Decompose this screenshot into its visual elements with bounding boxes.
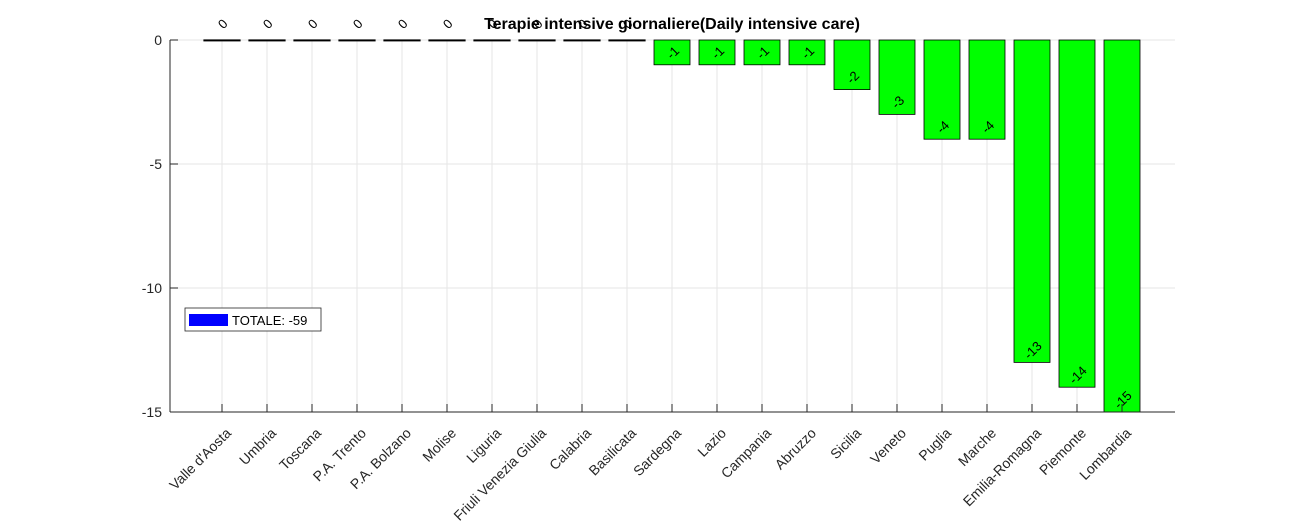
x-tick-label: Veneto xyxy=(867,425,909,467)
x-tick-label: Valle d'Aosta xyxy=(166,425,234,493)
bar-sicilia xyxy=(833,39,871,90)
y-tick-label: -5 xyxy=(150,156,163,172)
bar-marche xyxy=(968,39,1006,140)
bar-abruzzo xyxy=(788,39,826,66)
bar-lazio xyxy=(698,39,736,66)
x-tick-label: Marche xyxy=(955,425,999,469)
x-tick-label: Lazio xyxy=(694,425,729,460)
bar-valle-d-aosta xyxy=(203,39,241,42)
x-tick-label: Liguria xyxy=(463,425,504,466)
bar-sardegna xyxy=(653,39,691,66)
axes: 0 -5 -10 -15 xyxy=(142,32,1175,420)
y-tick-label: -10 xyxy=(142,280,162,296)
x-tick-label: Campania xyxy=(718,425,775,482)
bar-friuli-venezia-giulia xyxy=(518,39,556,42)
data-label: 0 xyxy=(440,16,456,32)
data-label: 0 xyxy=(395,16,411,32)
x-tick-label: Umbria xyxy=(236,425,279,468)
data-label: 0 xyxy=(305,16,321,32)
bar-umbria xyxy=(248,39,286,42)
bar-veneto xyxy=(878,39,916,115)
bar-liguria xyxy=(473,39,511,42)
bar-molise xyxy=(428,39,466,42)
x-tick-label: Sardegna xyxy=(630,425,684,479)
legend-swatch xyxy=(189,314,228,326)
x-tick-label: Puglia xyxy=(915,425,954,464)
grid xyxy=(170,39,1175,413)
bar-puglia xyxy=(923,39,961,140)
bar-campania xyxy=(743,39,781,66)
bar-lombardia xyxy=(1103,39,1141,413)
bar-calabria xyxy=(563,39,601,42)
chart-title: Terapie intensive giornaliere(Daily inte… xyxy=(484,16,860,33)
bar-p-a-bolzano xyxy=(383,39,421,42)
y-tick-label: -15 xyxy=(142,404,162,420)
bar-piemonte xyxy=(1058,39,1096,388)
data-label: 0 xyxy=(350,16,366,32)
bar-toscana xyxy=(293,39,331,42)
data-label: 0 xyxy=(260,16,276,32)
legend-label: TOTALE: -59 xyxy=(232,313,307,328)
x-tick-label: Sicilia xyxy=(827,425,864,462)
y-tick-label: 0 xyxy=(154,32,162,48)
data-label: 0 xyxy=(215,16,231,32)
bar-emilia-romagna xyxy=(1013,39,1051,363)
x-tick-label: Emilia-Romagna xyxy=(960,425,1045,510)
legend: TOTALE: -59 xyxy=(184,307,322,332)
bar-p-a-trento xyxy=(338,39,376,42)
x-tick-label: Molise xyxy=(419,425,459,465)
bars xyxy=(203,39,1141,413)
bar-basilicata xyxy=(608,39,646,42)
x-tick-label: Abruzzo xyxy=(771,425,819,473)
